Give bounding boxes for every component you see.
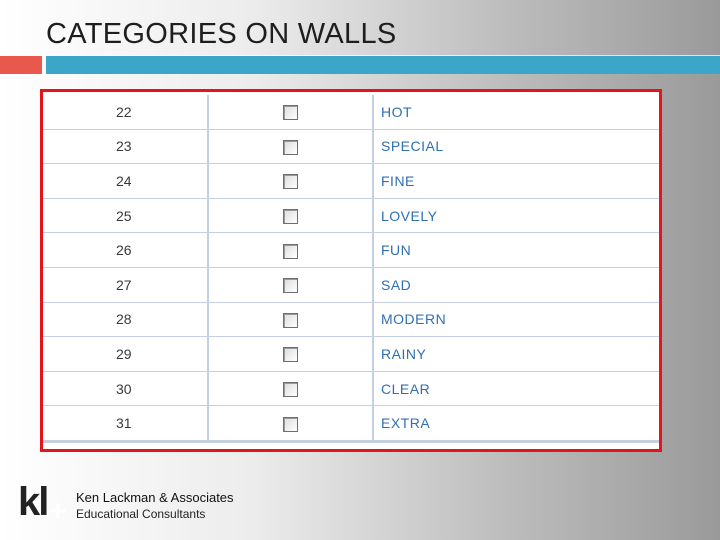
category-label: HOT bbox=[373, 95, 659, 130]
table-row: 29 RAINY bbox=[43, 336, 659, 372]
category-label: LOVELY bbox=[373, 198, 659, 234]
table-row: 30 CLEAR bbox=[43, 371, 659, 407]
kl-logo: kl + bbox=[18, 480, 78, 532]
category-label: FINE bbox=[373, 163, 659, 199]
checkbox-cell bbox=[208, 232, 374, 268]
row-number: 31 bbox=[43, 405, 209, 441]
row-number: 29 bbox=[43, 336, 209, 372]
table-row: 23 SPECIAL bbox=[43, 129, 659, 165]
table-row: 31 EXTRA bbox=[43, 405, 659, 441]
categories-table: 22 HOT 23 SPECIAL 24 FINE 25 LOVELY 26 FUN 27 SAD 28… bbox=[43, 95, 659, 441]
slide-title: CATEGORIES ON WALLS bbox=[46, 18, 397, 50]
logo-letters: kl bbox=[18, 480, 49, 524]
checkbox-cell bbox=[208, 198, 374, 234]
row-number: 27 bbox=[43, 267, 209, 303]
row-checkbox[interactable] bbox=[283, 278, 298, 294]
title-divider bbox=[42, 55, 720, 56]
checkbox-cell bbox=[208, 95, 374, 130]
row-checkbox[interactable] bbox=[283, 139, 298, 155]
row-number: 28 bbox=[43, 302, 209, 338]
table-row: 22 HOT bbox=[43, 95, 659, 130]
row-checkbox[interactable] bbox=[283, 416, 298, 432]
table-row: 26 FUN bbox=[43, 232, 659, 268]
category-label: RAINY bbox=[373, 336, 659, 372]
row-checkbox[interactable] bbox=[283, 243, 298, 259]
row-number: 23 bbox=[43, 129, 209, 165]
accent-bar-red bbox=[0, 56, 42, 74]
table-row: 24 FINE bbox=[43, 163, 659, 199]
category-label: FUN bbox=[373, 232, 659, 268]
checkbox-cell bbox=[208, 302, 374, 338]
row-checkbox[interactable] bbox=[283, 381, 298, 397]
checkbox-cell bbox=[208, 405, 374, 441]
checkbox-cell bbox=[208, 163, 374, 199]
company-tagline: Educational Consultants bbox=[76, 507, 206, 521]
table-bottom-edge bbox=[43, 441, 659, 449]
category-label: EXTRA bbox=[373, 405, 659, 441]
category-label: MODERN bbox=[373, 302, 659, 338]
checkbox-cell bbox=[208, 129, 374, 165]
category-label: SAD bbox=[373, 267, 659, 303]
checkbox-cell bbox=[208, 267, 374, 303]
row-number: 30 bbox=[43, 371, 209, 407]
table-row: 25 LOVELY bbox=[43, 198, 659, 234]
category-label: CLEAR bbox=[373, 371, 659, 407]
row-checkbox[interactable] bbox=[283, 208, 298, 224]
table-row: 28 MODERN bbox=[43, 302, 659, 338]
categories-table-frame: 22 HOT 23 SPECIAL 24 FINE 25 LOVELY 26 FUN 27 SAD 28… bbox=[40, 89, 662, 452]
checkbox-cell bbox=[208, 336, 374, 372]
table-row: 27 SAD bbox=[43, 267, 659, 303]
company-name: Ken Lackman & Associates bbox=[76, 490, 234, 505]
row-number: 26 bbox=[43, 232, 209, 268]
row-number: 22 bbox=[43, 95, 209, 130]
row-checkbox[interactable] bbox=[283, 312, 298, 328]
category-label: SPECIAL bbox=[373, 129, 659, 165]
row-number: 25 bbox=[43, 198, 209, 234]
plus-icon: + bbox=[49, 495, 67, 528]
checkbox-cell bbox=[208, 371, 374, 407]
row-checkbox[interactable] bbox=[283, 174, 298, 190]
row-checkbox[interactable] bbox=[283, 347, 298, 363]
row-checkbox[interactable] bbox=[283, 105, 298, 121]
accent-bar-teal bbox=[46, 56, 720, 74]
row-number: 24 bbox=[43, 163, 209, 199]
